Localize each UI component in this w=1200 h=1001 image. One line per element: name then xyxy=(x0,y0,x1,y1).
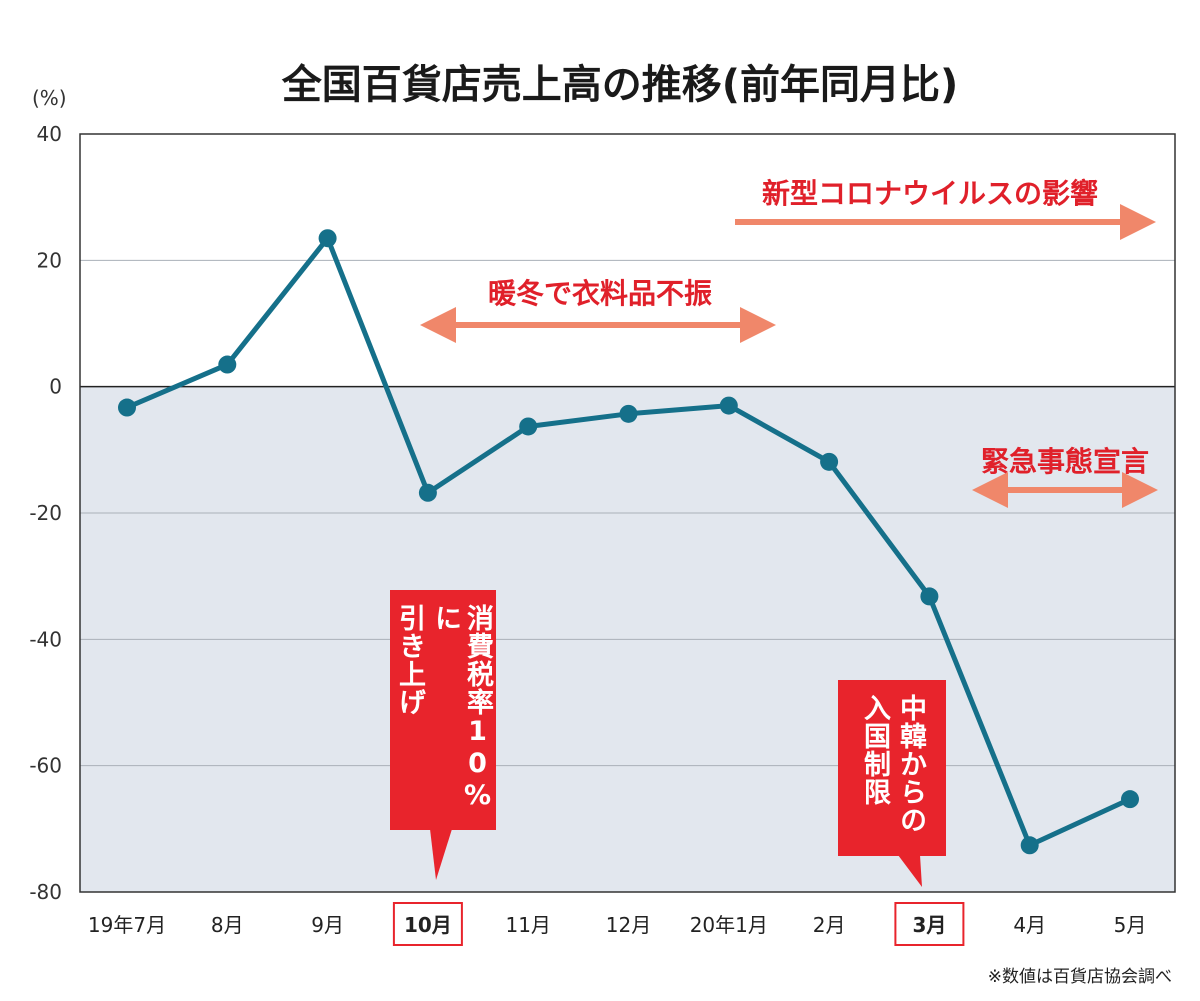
x-tick-label: 2月 xyxy=(813,913,846,937)
x-tick-label: 5月 xyxy=(1114,913,1147,937)
data-point xyxy=(218,355,237,374)
x-tick-label: 10月 xyxy=(404,913,452,937)
data-point xyxy=(1020,836,1039,855)
callout-tax-line2: 引き上げ xyxy=(394,604,425,716)
y-tick-label: -40 xyxy=(29,627,62,651)
annotation-warm-winter: 暖冬で衣料品不振 xyxy=(487,277,712,310)
data-point xyxy=(318,229,337,248)
callout-entry-line2: 入国制限 xyxy=(859,694,890,806)
y-tick-label: -80 xyxy=(29,880,62,904)
x-tick-label: 8月 xyxy=(211,913,244,937)
chart-title: 全国百貨店売上高の推移(前年同月比) xyxy=(281,62,959,108)
data-point xyxy=(820,452,839,471)
x-tick-label: 4月 xyxy=(1013,913,1046,937)
data-point xyxy=(719,396,738,415)
x-tick-label: 3月 xyxy=(912,913,946,937)
callout-tax-increase: 消費税率10%に 引き上げ xyxy=(390,590,496,830)
annotation-emergency: 緊急事態宣言 xyxy=(980,445,1149,478)
callout-entry-restriction: 中韓からの 入国制限 xyxy=(838,680,946,856)
y-tick-label: 20 xyxy=(37,248,62,272)
data-point xyxy=(920,587,939,606)
data-point xyxy=(118,398,136,417)
y-tick-label: 0 xyxy=(49,375,62,399)
data-point xyxy=(418,483,437,502)
y-tick-label: -60 xyxy=(29,754,62,778)
x-tick-label: 9月 xyxy=(311,913,344,937)
x-tick-highlight-box xyxy=(392,902,463,946)
plot-frame xyxy=(79,133,1176,893)
callout-entry-line1: 中韓からの xyxy=(895,694,926,834)
callout-tax-line1: 消費税率10%に xyxy=(430,604,493,812)
x-tick-label: 20年1月 xyxy=(690,913,768,937)
y-axis-unit: (%) xyxy=(32,86,67,110)
y-tick-label: -20 xyxy=(29,501,62,525)
callout-pointer xyxy=(430,829,452,880)
callout-pointer xyxy=(898,855,922,887)
x-tick-label: 11月 xyxy=(505,913,550,937)
footnote: ※数値は百貨店協会調べ xyxy=(987,967,1172,987)
y-tick-label: 40 xyxy=(37,122,62,146)
data-point xyxy=(619,404,638,423)
x-tick-label: 12月 xyxy=(606,913,651,937)
annotation-corona: 新型コロナウイルスの影響 xyxy=(761,177,1098,210)
x-tick-highlight-box xyxy=(894,902,965,946)
x-tick-label: 19年7月 xyxy=(88,913,166,937)
data-point xyxy=(519,417,538,436)
data-point xyxy=(1121,790,1139,809)
